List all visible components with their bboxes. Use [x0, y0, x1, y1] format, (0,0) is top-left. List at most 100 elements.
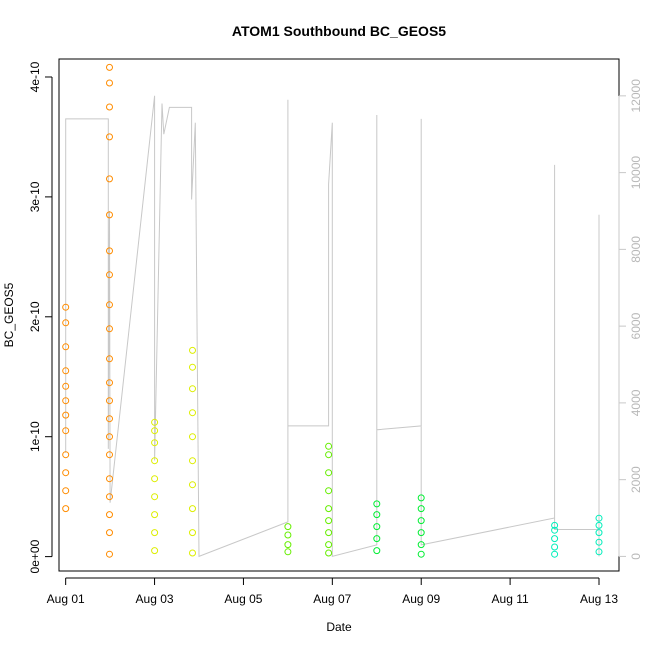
data-point [151, 418, 159, 426]
data-point [106, 247, 113, 255]
data-point [106, 529, 113, 537]
data-point [106, 493, 113, 501]
x-tick-label: Aug 09 [402, 592, 440, 606]
data-point [62, 319, 70, 327]
data-point [62, 451, 70, 459]
data-point [189, 529, 196, 537]
data-point [417, 505, 425, 513]
data-point [189, 385, 196, 393]
y-tick-label: 2e-10 [28, 301, 42, 332]
data-point [151, 439, 159, 447]
data-point [551, 535, 559, 543]
data-point [189, 346, 196, 354]
points-layer [62, 63, 603, 558]
x-tick-label: Aug 11 [492, 592, 529, 606]
data-point [284, 541, 292, 549]
data-point [106, 175, 113, 183]
y-axis: 0e+00 1e-10 2e-10 3e-10 4e-10 [28, 61, 53, 573]
right-tick-label: 12000 [629, 79, 643, 113]
data-point [551, 526, 559, 534]
data-point [106, 271, 113, 279]
data-point [417, 494, 425, 502]
data-point [151, 511, 159, 519]
right-tick-label: 10000 [629, 156, 643, 190]
data-point [417, 517, 425, 525]
data-point [151, 547, 159, 555]
right-axis: 0 2000 4000 6000 8000 10000 12000 [618, 79, 643, 560]
data-point [551, 521, 559, 529]
data-point [595, 529, 603, 537]
data-point [151, 457, 159, 465]
y-tick-label: 4e-10 [28, 61, 42, 92]
data-point [417, 541, 425, 549]
x-axis-label: Date [326, 620, 352, 634]
data-point [106, 63, 113, 71]
data-point [325, 541, 333, 549]
x-tick-label: Aug 05 [224, 592, 262, 606]
data-point [106, 133, 113, 141]
data-point [62, 427, 70, 435]
data-point [151, 475, 159, 483]
data-point [106, 211, 113, 219]
data-point [189, 549, 196, 557]
data-point [106, 301, 113, 309]
data-point [417, 529, 425, 537]
data-point [106, 433, 113, 441]
data-point [595, 538, 603, 546]
x-tick-label: Aug 13 [580, 592, 618, 606]
data-point [373, 500, 381, 508]
data-point [595, 521, 603, 529]
data-point [189, 363, 196, 371]
data-point [373, 523, 381, 531]
data-point [106, 397, 113, 405]
plot-frame [58, 58, 620, 572]
right-tick-label: 0 [629, 553, 643, 560]
data-point [106, 379, 113, 387]
data-point [62, 382, 70, 390]
data-point [325, 442, 333, 450]
data-point [189, 409, 196, 417]
data-point [325, 549, 333, 557]
data-point [151, 493, 159, 501]
altitude-line [65, 95, 600, 558]
data-point [189, 433, 196, 441]
data-point [151, 529, 159, 537]
data-point [106, 475, 113, 483]
data-point [595, 548, 603, 556]
data-point [373, 511, 381, 519]
right-tick-label: 2000 [629, 466, 643, 493]
data-point [62, 487, 70, 495]
data-point [62, 505, 70, 513]
y-tick-label: 1e-10 [28, 421, 42, 452]
chart-title: ATOM1 Southbound BC_GEOS5 [232, 23, 446, 39]
data-point [106, 355, 113, 363]
data-point [106, 103, 113, 111]
x-tick-label: Aug 03 [136, 592, 174, 606]
right-tick-label: 6000 [629, 312, 643, 339]
right-tick-label: 8000 [629, 236, 643, 263]
data-point [62, 367, 70, 375]
altitude-line-layer [65, 95, 600, 558]
data-point [284, 531, 292, 539]
data-point [189, 457, 196, 465]
data-point [284, 523, 292, 531]
right-tick-label: 4000 [629, 389, 643, 416]
data-point [551, 550, 559, 558]
data-point [106, 451, 113, 459]
data-point [106, 550, 113, 558]
x-tick-label: Aug 01 [47, 592, 85, 606]
data-point [151, 427, 159, 435]
data-point [62, 303, 70, 311]
y-tick-label: 3e-10 [28, 181, 42, 212]
data-point [373, 535, 381, 543]
data-point [189, 481, 196, 489]
data-point [62, 411, 70, 419]
data-point [373, 547, 381, 555]
data-point [189, 505, 196, 513]
data-point [106, 511, 113, 519]
x-axis: Aug 01 Aug 03 Aug 05 Aug 07 Aug 09 Aug 11 Aug … [47, 577, 618, 606]
data-point [62, 343, 70, 351]
data-point [325, 529, 333, 537]
data-point [325, 451, 333, 459]
